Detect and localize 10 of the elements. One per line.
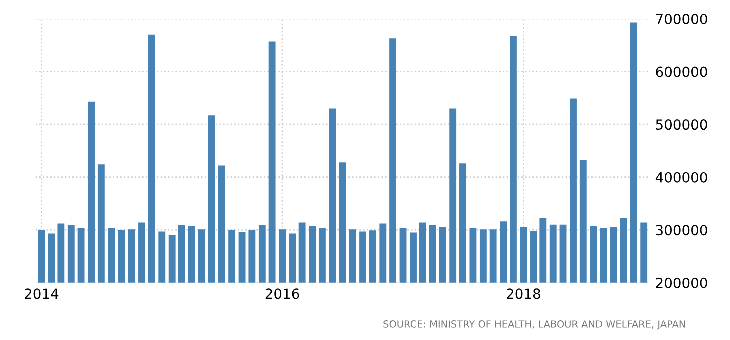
y-tick-label: 200000 [656,278,708,288]
y-tick-label: 400000 [656,172,708,183]
y-tick-label: 500000 [656,120,708,130]
x-tick-label: 2016 [266,288,300,300]
x-tick-label: 2014 [25,288,59,300]
x-tick-label: 2018 [507,288,540,300]
y-tick-label: 300000 [656,225,708,236]
source-note: SOURCE: MINISTRY OF HEALTH, LABOUR AND WELFARE, JAPAN [384,320,686,330]
y-tick-label: 700000 [656,14,708,25]
y-tick-label: 600000 [656,66,708,78]
